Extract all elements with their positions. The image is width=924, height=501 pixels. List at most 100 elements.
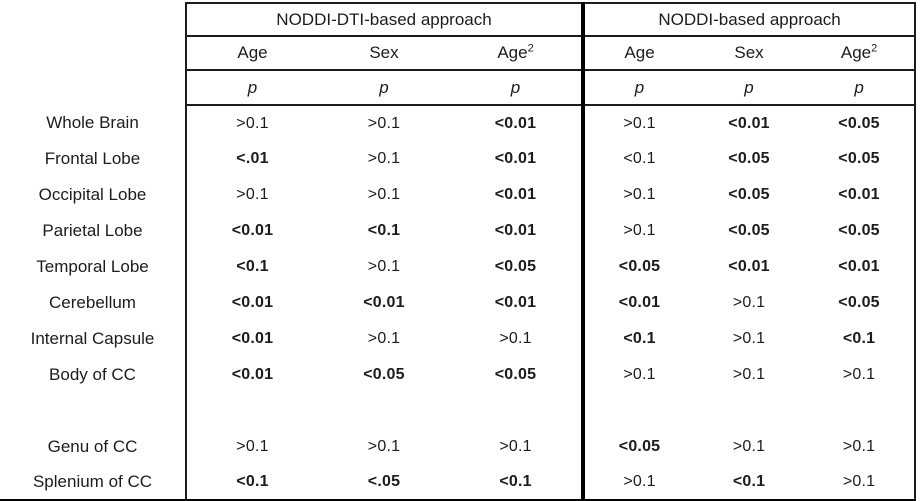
p-value-cell: <0.01 [494, 294, 537, 311]
stat-label-p: p [185, 70, 318, 106]
table-row: Whole Brain >0.1 >0.1 <0.01 >0.1 <0.01 <… [0, 105, 917, 141]
column-header-row: Age Sex Age2 Age Sex Age2 [0, 36, 917, 71]
p-value-cell: <0.01 [363, 294, 405, 311]
p-value-cell: >0.1 [367, 258, 401, 275]
stat-label-row: p p p p p p [0, 70, 917, 106]
corner-cell [0, 3, 186, 36]
p-value-cell: >0.1 [185, 105, 318, 141]
p-value-cell: <0.05 [728, 150, 770, 167]
p-value-cell: <0.01 [804, 177, 917, 213]
stat-label-p: p [581, 70, 695, 106]
p-value-cell: >0.1 [581, 105, 695, 141]
group-header-noddi: NODDI-based approach [581, 2, 917, 37]
stat-label-p: p [450, 70, 584, 106]
p-value-cell: <0.1 [581, 321, 695, 357]
row-label: Internal Capsule [30, 329, 155, 348]
p-value-cell: >0.1 [185, 177, 318, 213]
p-value-cell: <0.05 [804, 285, 917, 321]
superscript: 2 [527, 42, 534, 55]
p-value-cell: >0.1 [732, 438, 766, 455]
p-value-cell: <0.01 [494, 186, 537, 203]
p-value-cell: <0.01 [494, 150, 537, 167]
corner-cell [0, 70, 186, 105]
p-value-cell: >0.1 [581, 177, 695, 213]
row-label: Parietal Lobe [42, 221, 143, 240]
p-value-cell [318, 393, 450, 429]
row-label [0, 393, 186, 429]
p-value-cell: <0.1 [581, 141, 695, 177]
p-value-cell: <0.01 [185, 213, 318, 249]
table-row: Body of CC <0.01 <0.05 <0.05 >0.1 >0.1 >… [0, 357, 917, 393]
col-header-age-dti: Age [185, 36, 318, 71]
col-header-age2-dti: Age2 [450, 36, 584, 71]
p-value-cell: <0.01 [185, 285, 318, 321]
p-value-cell: >0.1 [367, 186, 401, 203]
p-value-cell [185, 393, 318, 429]
table-row [0, 393, 917, 429]
col-header-age-noddi: Age [581, 36, 695, 71]
p-value-cell: >0.1 [732, 330, 766, 347]
p-value-cell: <0.01 [728, 114, 770, 132]
p-value-cell: <.01 [185, 141, 318, 177]
table-body: Whole Brain >0.1 >0.1 <0.01 >0.1 <0.01 <… [0, 105, 917, 501]
group-header-noddi-dti: NODDI-DTI-based approach [184, 2, 584, 37]
p-value-cell: <0.01 [494, 222, 537, 239]
table-row: Cerebellum <0.01 <0.01 <0.01 <0.01 >0.1 … [0, 285, 917, 321]
col-header-age2-noddi: Age2 [804, 36, 917, 71]
col-header-label: Age [624, 43, 655, 62]
table-row: Internal Capsule <0.01 >0.1 >0.1 <0.1 >0… [0, 321, 917, 357]
p-value-cell: >0.1 [581, 465, 695, 501]
p-value-cell: <0.1 [185, 465, 318, 501]
superscript: 2 [871, 42, 878, 55]
p-value-cell: >0.1 [581, 213, 695, 249]
p-value-cell: <0.1 [694, 465, 805, 501]
p-value-cell: <0.05 [581, 429, 695, 465]
p-value-cell: <0.1 [367, 222, 401, 239]
p-value-cell: >0.1 [581, 357, 695, 393]
stat-label-p: p [804, 70, 917, 106]
p-value-cell: <0.05 [494, 366, 537, 383]
p-value-cell: >0.1 [499, 438, 532, 455]
p-value-cell: <0.05 [728, 222, 770, 239]
group-header-row: NODDI-DTI-based approach NODDI-based app… [0, 2, 917, 37]
p-value-cell: >0.1 [367, 330, 401, 347]
p-value-cell: <0.05 [581, 249, 695, 285]
table-row: Splenium of CC <0.1 <.05 <0.1 >0.1 <0.1 … [0, 465, 917, 501]
p-value-cell: <0.05 [804, 105, 917, 141]
p-value-cell: >0.1 [367, 438, 401, 455]
p-value-cell [694, 393, 804, 429]
p-value-cell: >0.1 [804, 429, 917, 465]
col-header-label: Age [840, 43, 872, 62]
p-value-cell: <0.01 [185, 321, 318, 357]
p-value-cell: <0.1 [804, 321, 917, 357]
table-row: Parietal Lobe <0.01 <0.1 <0.01 >0.1 <0.0… [0, 213, 917, 249]
row-label: Cerebellum [49, 293, 136, 312]
row-label: Genu of CC [47, 437, 138, 456]
p-value-cell: <0.1 [185, 249, 318, 285]
stat-label-p: p [318, 70, 450, 106]
p-value-cell: >0.1 [367, 150, 401, 167]
col-header-label: Age [237, 43, 268, 62]
col-header-label: Age [497, 43, 528, 62]
stat-label-p: p [694, 70, 805, 106]
p-value-cell: <0.1 [450, 465, 584, 501]
table-row: Genu of CC >0.1 >0.1 >0.1 <0.05 >0.1 >0.… [0, 429, 917, 465]
p-value-cell: <0.05 [804, 213, 917, 249]
p-value-cell: >0.1 [185, 429, 318, 465]
p-value-cell: <0.05 [494, 258, 537, 275]
p-value-cell: <0.01 [728, 258, 770, 275]
p-value-cell: >0.1 [732, 366, 766, 383]
p-value-cell: <0.05 [728, 186, 770, 203]
p-value-cell: >0.1 [499, 330, 532, 347]
p-value-cell: <0.01 [494, 114, 537, 132]
p-value-cell: <0.01 [581, 285, 695, 321]
corner-cell [0, 36, 186, 70]
table-row: Temporal Lobe <0.1 >0.1 <0.05 <0.05 <0.0… [0, 249, 917, 285]
row-label: Temporal Lobe [36, 257, 149, 276]
col-header-label: Sex [734, 43, 764, 62]
col-header-label: Sex [369, 43, 399, 62]
p-value-cell [804, 393, 917, 429]
row-label: Splenium of CC [0, 465, 186, 501]
p-value-cell: <.05 [318, 465, 450, 501]
